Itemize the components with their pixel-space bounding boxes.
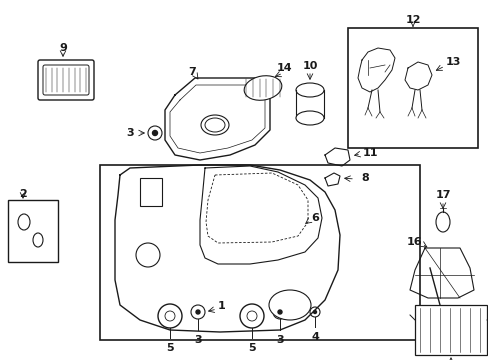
Ellipse shape xyxy=(435,212,449,232)
Text: 6: 6 xyxy=(310,213,318,223)
Bar xyxy=(100,165,419,340)
Text: 16: 16 xyxy=(407,237,422,247)
Text: 7: 7 xyxy=(188,67,196,77)
Text: 3: 3 xyxy=(276,335,283,345)
Ellipse shape xyxy=(295,83,324,97)
Text: 13: 13 xyxy=(445,57,460,67)
Circle shape xyxy=(278,310,282,314)
Bar xyxy=(8,200,58,262)
Circle shape xyxy=(152,130,157,135)
Ellipse shape xyxy=(201,115,228,135)
Text: 14: 14 xyxy=(277,63,292,73)
Text: 1: 1 xyxy=(218,301,225,311)
Ellipse shape xyxy=(33,233,43,247)
Text: 5: 5 xyxy=(248,343,255,353)
Text: 4: 4 xyxy=(310,332,318,342)
Text: 3: 3 xyxy=(126,128,134,138)
Bar xyxy=(347,28,477,148)
Circle shape xyxy=(313,310,316,314)
Text: 8: 8 xyxy=(360,173,368,183)
Bar xyxy=(414,305,486,355)
Ellipse shape xyxy=(244,76,281,100)
FancyBboxPatch shape xyxy=(38,60,94,100)
Bar xyxy=(140,178,162,206)
Circle shape xyxy=(196,310,200,314)
Text: 3: 3 xyxy=(194,335,202,345)
Text: 17: 17 xyxy=(434,190,450,200)
FancyBboxPatch shape xyxy=(43,65,89,95)
Ellipse shape xyxy=(204,118,224,132)
Text: 9: 9 xyxy=(59,43,67,53)
Text: 11: 11 xyxy=(362,148,377,158)
Ellipse shape xyxy=(295,111,324,125)
Ellipse shape xyxy=(18,214,30,230)
Text: 5: 5 xyxy=(166,343,173,353)
Text: 12: 12 xyxy=(405,15,420,25)
Text: 2: 2 xyxy=(19,189,27,199)
Text: 10: 10 xyxy=(302,61,317,71)
Ellipse shape xyxy=(268,290,310,320)
